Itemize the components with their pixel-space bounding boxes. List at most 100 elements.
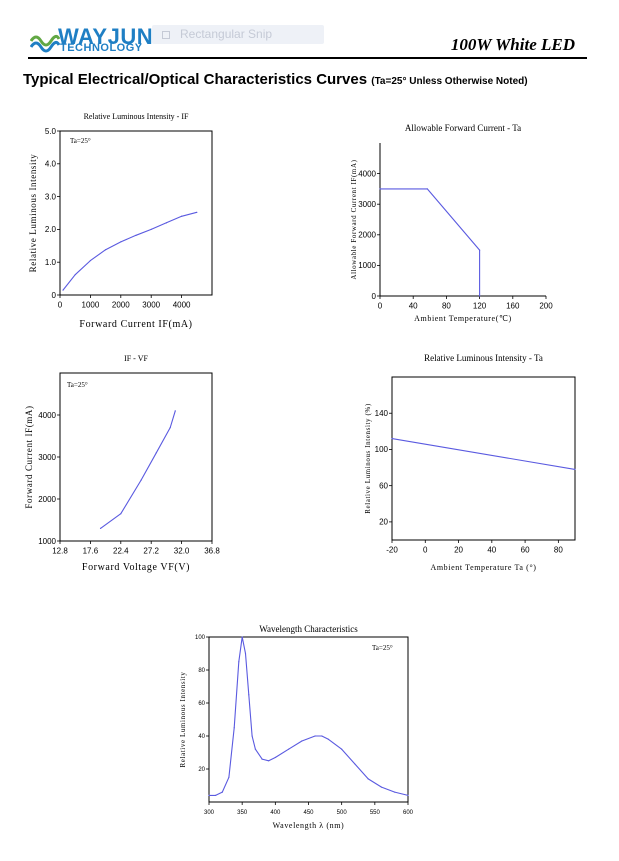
brand-subtitle: TECHNOLOGY	[60, 42, 143, 54]
product-title: 100W White LED	[450, 35, 575, 54]
y-axis-label: Relative Luminous Intensity	[179, 672, 187, 768]
data-point	[140, 479, 142, 481]
x-tick-label: 80	[554, 545, 563, 554]
data-point	[479, 295, 481, 297]
y-tick-label: 60	[379, 481, 388, 490]
rectangular-snip-button[interactable]: Rectangular Snip	[152, 25, 324, 44]
section-title-text: Typical Electrical/Optical Characteristi…	[23, 71, 368, 88]
data-point	[341, 748, 343, 750]
data-point	[426, 188, 428, 190]
data-point	[99, 527, 102, 530]
x-tick-label: 500	[337, 810, 348, 816]
y-tick-label: 1.0	[45, 258, 57, 267]
y-tick-label: 2000	[358, 231, 376, 240]
data-point	[221, 791, 223, 793]
x-axis-label: Wavelength λ (nm)	[273, 821, 345, 830]
y-tick-label: 1000	[38, 537, 56, 546]
x-tick-label: 12.8	[52, 546, 68, 555]
chart-c5: 300 350 400 450 500 550 600 20 40 60 80 100 Waveleng…	[179, 624, 414, 830]
x-tick-label: 2000	[112, 300, 130, 309]
header-divider	[28, 57, 587, 59]
x-tick-label: 80	[442, 301, 451, 310]
data-point	[407, 794, 409, 797]
y-tick-label: 1000	[358, 261, 376, 270]
x-tick-label: 40	[487, 545, 496, 554]
y-tick-label: 3000	[38, 453, 56, 462]
x-tick-label: 32.0	[174, 546, 190, 555]
x-tick-label: 120	[473, 301, 487, 310]
x-tick-label: 17.6	[83, 546, 99, 555]
data-point	[174, 410, 176, 412]
data-point	[394, 791, 396, 793]
company-logo	[30, 27, 160, 55]
x-tick-label: 450	[303, 810, 314, 816]
y-tick-label: 100	[375, 445, 389, 454]
data-point	[254, 748, 257, 750]
data-point	[181, 215, 183, 217]
data-point	[268, 760, 270, 762]
data-point	[165, 222, 167, 224]
wave-logo-icon	[30, 34, 60, 53]
data-point	[367, 778, 369, 780]
series-line	[391, 438, 576, 470]
data-point	[391, 437, 393, 440]
chart-title: Allowable Forward Current - Ta	[405, 123, 521, 133]
data-point	[248, 694, 250, 696]
y-tick-label: 3.0	[45, 192, 57, 201]
y-tick-label: 3000	[358, 200, 376, 209]
x-tick-label: 22.4	[113, 546, 129, 555]
y-axis-label: Forward Current IF(mA)	[24, 405, 34, 508]
x-tick-label: 200	[539, 301, 553, 310]
x-tick-label: 1000	[82, 300, 100, 309]
y-tick-label: 100	[195, 635, 206, 641]
chart-annotation: Ta=25°	[372, 644, 393, 652]
x-tick-label: 36.8	[204, 546, 220, 555]
brand-name: WAYJUN	[58, 24, 154, 49]
x-axis-label: Forward Voltage VF(V)	[82, 562, 190, 573]
section-title: Typical Electrical/Optical Characteristi…	[23, 71, 528, 88]
x-tick-label: 27.2	[143, 546, 159, 555]
x-tick-label: 0	[378, 301, 383, 310]
y-tick-label: 2000	[38, 495, 56, 504]
series-line	[380, 188, 481, 296]
snip-label: Rectangular Snip	[180, 27, 273, 41]
data-point	[120, 241, 122, 243]
x-tick-label: 300	[204, 810, 215, 816]
y-tick-label: 4000	[38, 411, 56, 420]
plot-frame	[391, 376, 576, 541]
y-tick-label: 0	[52, 291, 57, 300]
data-point	[135, 234, 137, 236]
data-point	[380, 786, 383, 788]
data-point	[288, 748, 290, 750]
x-axis-label: Ambient Temperature(℃)	[414, 314, 512, 323]
data-point	[261, 758, 263, 760]
data-point	[169, 427, 171, 429]
y-tick-label: 4000	[358, 169, 376, 178]
data-point	[479, 249, 481, 251]
data-point	[244, 652, 247, 655]
chart-c1: 0 1000 2000 3000 4000 0 1.0 2.0 3.0 4.0 5.0 Relativ…	[28, 112, 213, 330]
y-tick-label: 80	[198, 668, 205, 674]
plot-frame	[59, 130, 213, 296]
data-point	[233, 727, 235, 729]
y-tick-label: 20	[198, 767, 205, 773]
data-point	[62, 289, 64, 291]
chart-c3: 12.8 17.6 22.4 27.2 32.0 36.8 1000 2000 3000 4000…	[24, 354, 220, 573]
y-tick-label: 4.0	[45, 160, 57, 169]
x-axis-label: Ambient Temperature Ta (°)	[430, 563, 536, 572]
data-point	[354, 763, 356, 765]
x-tick-label: 160	[506, 301, 520, 310]
series-line	[209, 636, 409, 796]
chart-c2: 0 40 80 120 160 20001000200030004000Allowable…	[350, 123, 553, 323]
chart-annotation: Ta=25°	[67, 381, 88, 389]
section-note: (Ta=25° Unless Otherwise Noted)	[371, 76, 528, 87]
chart-title: Relative Luminous Intensity - Ta	[424, 353, 543, 363]
chart-title: Wavelength Characteristics	[259, 624, 358, 634]
y-tick-label: 40	[198, 734, 205, 740]
y-tick-label: 2.0	[45, 225, 57, 234]
snip-icon	[162, 30, 170, 39]
x-tick-label: 400	[270, 810, 281, 816]
data-point	[150, 228, 152, 230]
series-line	[100, 410, 176, 529]
